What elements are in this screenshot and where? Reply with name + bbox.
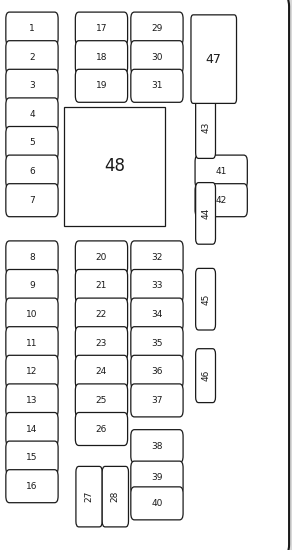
Text: 19: 19 (96, 81, 107, 90)
FancyBboxPatch shape (102, 466, 128, 527)
Text: 13: 13 (26, 396, 38, 405)
Text: 34: 34 (151, 310, 163, 319)
FancyBboxPatch shape (6, 241, 58, 274)
FancyBboxPatch shape (131, 327, 183, 360)
FancyBboxPatch shape (131, 430, 183, 463)
Text: 43: 43 (201, 122, 210, 133)
FancyBboxPatch shape (6, 298, 58, 331)
Text: 1: 1 (29, 24, 35, 33)
FancyBboxPatch shape (191, 15, 237, 103)
FancyBboxPatch shape (6, 98, 58, 131)
Text: 30: 30 (151, 53, 163, 62)
FancyBboxPatch shape (131, 12, 183, 45)
Text: 2: 2 (29, 53, 35, 62)
FancyBboxPatch shape (196, 183, 215, 244)
FancyBboxPatch shape (131, 487, 183, 520)
Text: 8: 8 (29, 253, 35, 262)
Text: 14: 14 (26, 425, 38, 433)
FancyBboxPatch shape (75, 412, 128, 446)
Text: 31: 31 (151, 81, 163, 90)
FancyBboxPatch shape (75, 270, 128, 302)
Text: 33: 33 (151, 282, 163, 290)
Text: 17: 17 (96, 24, 107, 33)
Text: 25: 25 (96, 396, 107, 405)
FancyBboxPatch shape (6, 155, 58, 188)
Text: 20: 20 (96, 253, 107, 262)
FancyBboxPatch shape (75, 41, 128, 74)
FancyBboxPatch shape (195, 155, 247, 188)
FancyBboxPatch shape (6, 384, 58, 417)
FancyBboxPatch shape (75, 241, 128, 274)
Text: 12: 12 (26, 367, 38, 376)
FancyBboxPatch shape (196, 268, 215, 330)
Text: 4: 4 (29, 110, 35, 119)
Text: 45: 45 (201, 294, 210, 305)
FancyBboxPatch shape (131, 69, 183, 102)
FancyBboxPatch shape (6, 412, 58, 446)
FancyBboxPatch shape (75, 298, 128, 331)
FancyBboxPatch shape (131, 355, 183, 388)
FancyBboxPatch shape (6, 441, 58, 474)
FancyBboxPatch shape (131, 298, 183, 331)
Text: 29: 29 (151, 24, 163, 33)
FancyBboxPatch shape (6, 355, 58, 388)
FancyBboxPatch shape (75, 355, 128, 388)
FancyBboxPatch shape (6, 69, 58, 102)
FancyBboxPatch shape (6, 184, 58, 217)
Text: 28: 28 (111, 491, 120, 502)
Text: 38: 38 (151, 442, 163, 450)
Text: 46: 46 (201, 370, 210, 381)
FancyBboxPatch shape (75, 327, 128, 360)
Text: 27: 27 (85, 491, 93, 502)
FancyBboxPatch shape (195, 184, 247, 217)
FancyBboxPatch shape (6, 327, 58, 360)
FancyBboxPatch shape (6, 41, 58, 74)
FancyBboxPatch shape (6, 270, 58, 302)
FancyBboxPatch shape (196, 97, 215, 158)
Text: 3: 3 (29, 81, 35, 90)
Text: 42: 42 (215, 196, 227, 205)
Text: 26: 26 (96, 425, 107, 433)
FancyBboxPatch shape (131, 384, 183, 417)
Text: 41: 41 (215, 167, 227, 176)
Text: 6: 6 (29, 167, 35, 176)
Text: 32: 32 (151, 253, 163, 262)
Text: 21: 21 (96, 282, 107, 290)
FancyBboxPatch shape (131, 41, 183, 74)
Text: 40: 40 (151, 499, 163, 508)
FancyBboxPatch shape (75, 12, 128, 45)
Text: 35: 35 (151, 339, 163, 348)
Text: 9: 9 (29, 282, 35, 290)
Text: 7: 7 (29, 196, 35, 205)
FancyBboxPatch shape (196, 349, 215, 403)
Text: 18: 18 (96, 53, 107, 62)
Text: 39: 39 (151, 473, 163, 482)
FancyBboxPatch shape (64, 107, 165, 226)
Text: 23: 23 (96, 339, 107, 348)
FancyBboxPatch shape (131, 270, 183, 302)
Text: 47: 47 (206, 53, 222, 65)
FancyBboxPatch shape (6, 12, 58, 45)
Text: 15: 15 (26, 453, 38, 462)
Text: 48: 48 (104, 157, 125, 175)
Text: 24: 24 (96, 367, 107, 376)
Text: 22: 22 (96, 310, 107, 319)
FancyBboxPatch shape (6, 126, 58, 160)
FancyBboxPatch shape (6, 470, 58, 503)
FancyBboxPatch shape (131, 461, 183, 494)
Text: 37: 37 (151, 396, 163, 405)
FancyBboxPatch shape (75, 69, 128, 102)
Text: 5: 5 (29, 139, 35, 147)
FancyBboxPatch shape (75, 384, 128, 417)
Text: 10: 10 (26, 310, 38, 319)
FancyBboxPatch shape (131, 241, 183, 274)
Text: 11: 11 (26, 339, 38, 348)
FancyBboxPatch shape (76, 466, 102, 527)
Text: 44: 44 (201, 208, 210, 219)
Text: 16: 16 (26, 482, 38, 491)
Text: 36: 36 (151, 367, 163, 376)
